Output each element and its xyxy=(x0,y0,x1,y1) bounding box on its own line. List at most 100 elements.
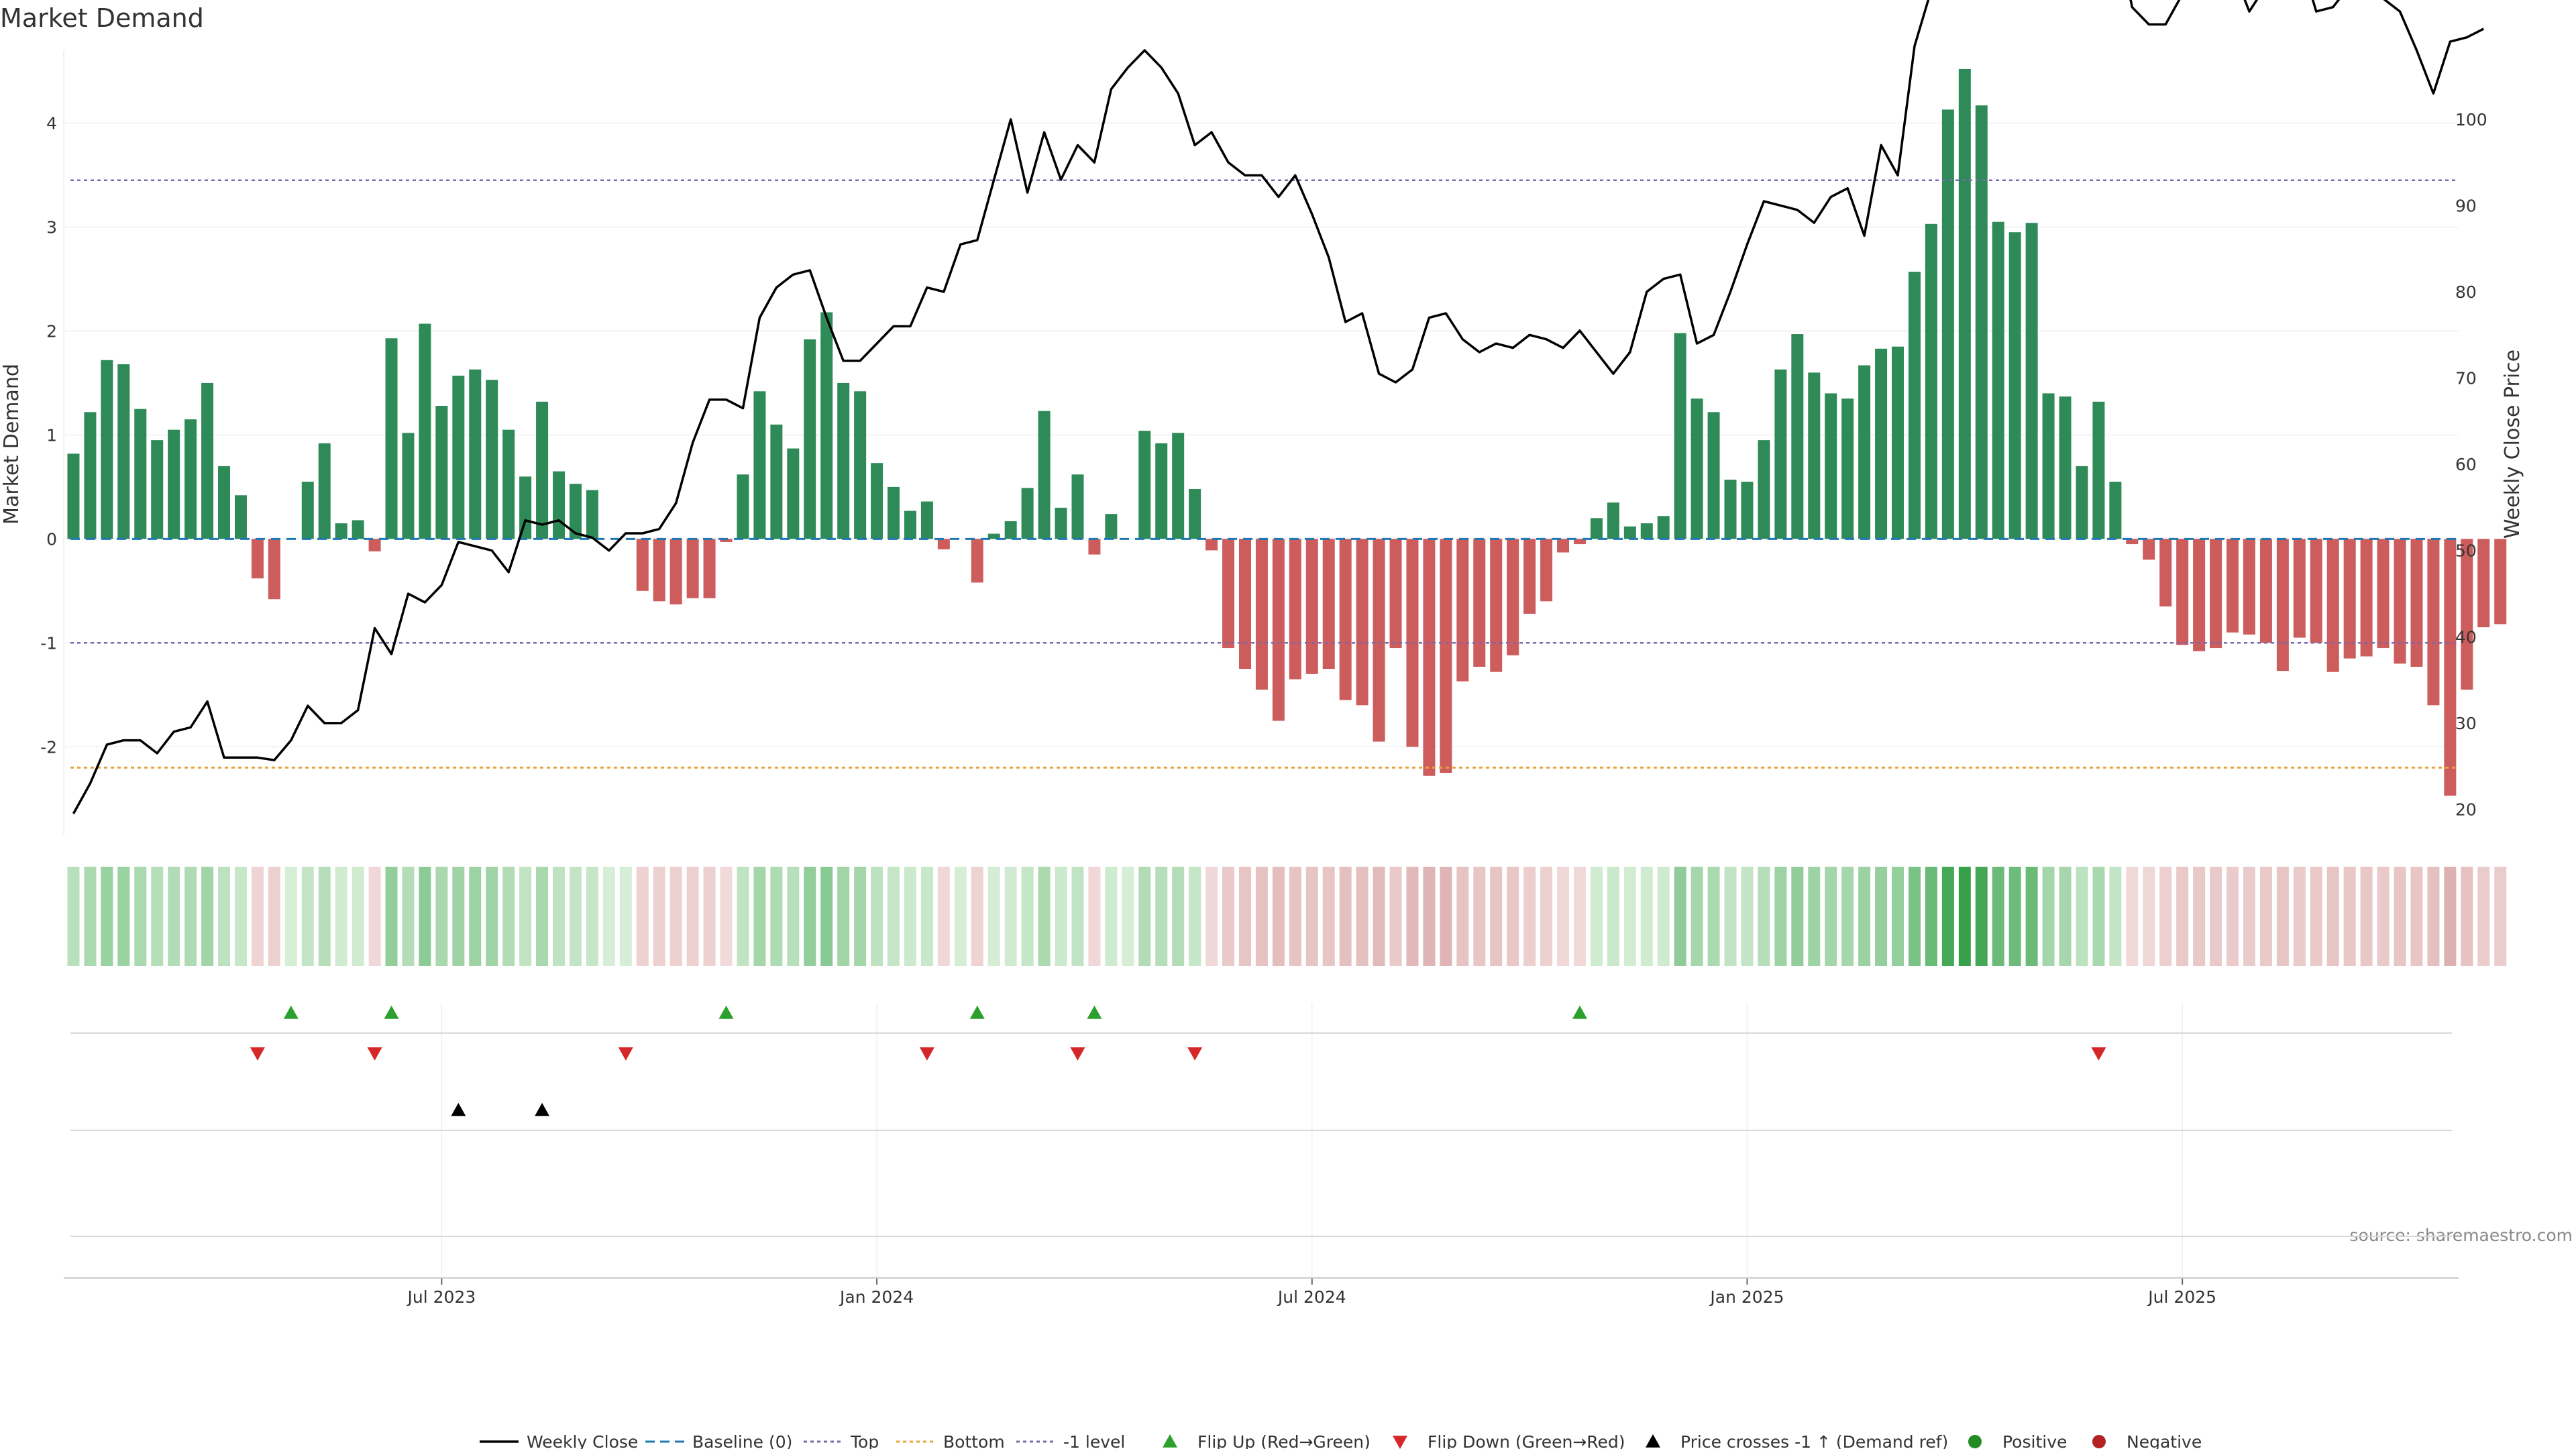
y2-tick-label: 70 xyxy=(2455,369,2477,388)
demand-bar-positive xyxy=(1055,507,1067,539)
heat-strip-cell xyxy=(1071,867,1084,966)
demand-bar-negative xyxy=(1473,539,1486,667)
heat-strip-cell xyxy=(1088,867,1101,966)
heat-strip-cell xyxy=(2377,867,2390,966)
heat-strip-cell xyxy=(820,867,833,966)
y-tick-label: 1 xyxy=(46,425,57,445)
heat-strip-cell xyxy=(352,867,364,966)
heat-strip-cell xyxy=(1958,867,1971,966)
heat-strip-cell xyxy=(1322,867,1335,966)
heat-strip-cell xyxy=(2210,867,2222,966)
heat-strip-cell xyxy=(2226,867,2239,966)
heat-strip-cell xyxy=(1892,867,1904,966)
demand-bar-negative xyxy=(653,539,665,602)
weekly-close-line xyxy=(72,0,2485,814)
y2-tick-label: 50 xyxy=(2455,541,2477,561)
demand-bar-positive xyxy=(1607,502,1619,539)
heat-strip-cell xyxy=(1774,867,1787,966)
heat-strip-cell xyxy=(1992,867,2004,966)
heat-strip-cell xyxy=(2243,867,2255,966)
y-tick-label: 0 xyxy=(46,529,57,549)
demand-bar-negative xyxy=(2243,539,2255,635)
demand-bar-negative xyxy=(2444,539,2457,796)
heat-strip-cell xyxy=(2143,867,2155,966)
demand-bar-positive xyxy=(820,312,833,539)
legend-swatch xyxy=(1163,1434,1177,1448)
x-tick-label: Jan 2024 xyxy=(839,1287,914,1307)
heat-strip-cell xyxy=(2310,867,2322,966)
heat-strip-cell xyxy=(2109,867,2122,966)
heat-strip-cell xyxy=(1339,867,1352,966)
demand-bar-negative xyxy=(2494,539,2507,625)
demand-bar-negative xyxy=(720,539,733,542)
demand-bar-positive xyxy=(2042,393,2055,539)
demand-bar-positive xyxy=(419,323,431,539)
heat-strip-cell xyxy=(2360,867,2373,966)
demand-bar-negative xyxy=(2210,539,2222,649)
demand-bar-negative xyxy=(2293,539,2306,638)
y-axis-title: Market Demand xyxy=(0,364,23,525)
heat-strip-cell xyxy=(1389,867,1402,966)
demand-bar-positive xyxy=(1925,223,1937,539)
heat-strip-cell xyxy=(720,867,733,966)
heat-strip-cell xyxy=(1690,867,1703,966)
source-note: source: sharemaestro.com xyxy=(2350,1226,2573,1245)
legend-label: Baseline (0) xyxy=(692,1432,792,1449)
demand-bar-positive xyxy=(1858,365,1871,539)
heat-strip-cell xyxy=(1440,867,1452,966)
heat-strip-cell xyxy=(2042,867,2055,966)
demand-bar-positive xyxy=(787,448,800,539)
legend-label: Top xyxy=(850,1432,879,1449)
heat-strip-cell xyxy=(218,867,231,966)
demand-bar-negative xyxy=(703,539,716,598)
heat-strip-cell xyxy=(1908,867,1921,966)
demand-bar-negative xyxy=(1255,539,1268,690)
demand-bar-positive xyxy=(234,495,247,539)
legend-label: Negative xyxy=(2127,1432,2202,1449)
demand-bar-positive xyxy=(1774,369,1787,539)
heat-strip-cell xyxy=(937,867,950,966)
demand-bar-positive xyxy=(84,412,97,539)
heat-strip-cell xyxy=(2494,867,2507,966)
demand-bar-positive xyxy=(1138,431,1151,539)
heat-strip-cell xyxy=(284,867,297,966)
demand-bar-positive xyxy=(1908,272,1921,539)
heat-strip-cell xyxy=(1490,867,1503,966)
flip-down-marker xyxy=(919,1047,934,1061)
y2-tick-label: 90 xyxy=(2455,196,2477,215)
chart-title: Market Demand xyxy=(0,3,204,33)
x-tick-label: Jul 2023 xyxy=(407,1287,476,1307)
demand-bar-positive xyxy=(1155,443,1168,539)
demand-bar-positive xyxy=(1071,474,1084,539)
heat-strip-cell xyxy=(435,867,448,966)
demand-bar-positive xyxy=(101,360,113,539)
price-cross-marker xyxy=(535,1103,550,1116)
heat-strip-cell xyxy=(1858,867,1871,966)
flip-down-marker xyxy=(618,1047,633,1061)
heat-strip-cell xyxy=(2343,867,2356,966)
axis-labels: -2 -1 0 1 2 3 4 20 30 40 50 60 70 80 90 100 Jul 2023 Jan … xyxy=(40,50,2487,1307)
heat-strip-cell xyxy=(1272,867,1285,966)
legend-item: Price crosses -1 ↑ (Demand ref) xyxy=(1646,1432,1948,1449)
heat-strip-cell xyxy=(318,867,331,966)
heat-strip-cell xyxy=(117,867,130,966)
demand-bar-negative xyxy=(1272,539,1285,721)
demand-bar-positive xyxy=(402,433,415,539)
y2-tick-label: 30 xyxy=(2455,714,2477,733)
demand-bar-negative xyxy=(1356,539,1368,706)
heat-strip-cell xyxy=(1473,867,1486,966)
demand-bar-negative xyxy=(2360,539,2373,657)
demand-bar-positive xyxy=(1004,521,1017,539)
heat-strip-cell xyxy=(2025,867,2038,966)
heat-strip-cell xyxy=(1189,867,1201,966)
heat-strip-cell xyxy=(1758,867,1770,966)
demand-bar-negative xyxy=(669,539,682,604)
demand-bar-positive xyxy=(1172,433,1185,539)
demand-bar-positive xyxy=(67,453,80,539)
heat-strip-cell xyxy=(234,867,247,966)
heat-strip-cell xyxy=(1423,867,1436,966)
demand-bar-negative xyxy=(937,539,950,549)
demand-bar-positive xyxy=(1791,334,1804,539)
y-tick-label: 3 xyxy=(46,217,57,237)
